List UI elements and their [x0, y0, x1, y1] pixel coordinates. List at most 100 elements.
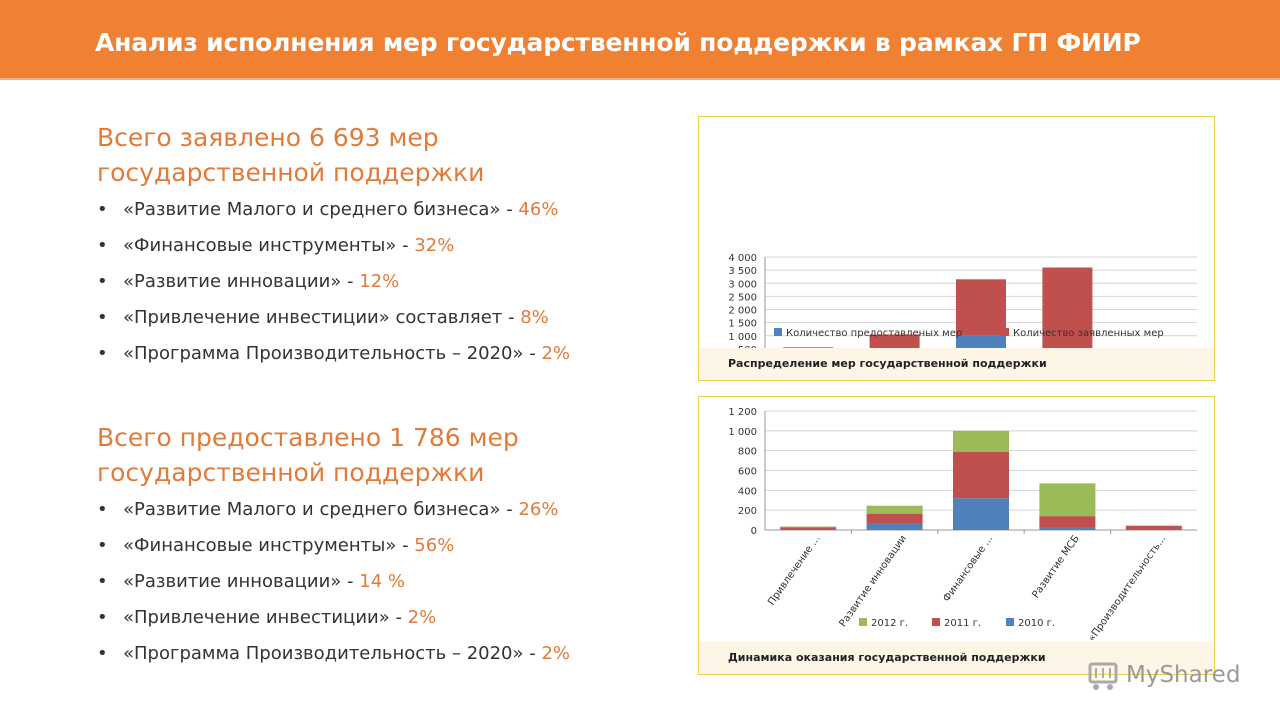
declared-heading: Всего заявлено 6 693 мер государственной…	[97, 120, 637, 190]
x-tick-label: Развитие МСБ	[1030, 533, 1082, 600]
legend-label: 2010 г.	[1018, 618, 1055, 629]
bar-segment	[869, 334, 920, 348]
provided-heading-line2: государственной поддержки	[97, 458, 485, 487]
item-percent: 8%	[520, 307, 549, 328]
declared-section: Всего заявлено 6 693 мер государственной…	[97, 120, 637, 378]
bar-segment	[1039, 527, 1096, 530]
bar-segment	[780, 527, 837, 530]
bar-segment	[866, 523, 923, 530]
item-text: «Привлечение инвестиции» составляет -	[123, 307, 521, 328]
x-tick-label: Развитие инновации	[838, 533, 910, 629]
list-item: • «Программа Производительность – 2020» -…	[97, 342, 637, 378]
item-percent: 2%	[407, 607, 437, 628]
bullet-icon: •	[97, 199, 108, 220]
y-tick-label: 500	[738, 345, 757, 348]
item-percent: 32%	[414, 235, 455, 256]
caption-text: Динамика оказания государственной поддер…	[728, 651, 1046, 664]
item-text: «Развитие Малого и среднего бизнеса» -	[123, 499, 519, 520]
distribution-chart-caption: Распределение мер государственной поддер…	[699, 348, 1214, 380]
item-text: «Развитие инновации» -	[123, 571, 360, 592]
legend-label: 2012 г.	[871, 618, 908, 629]
y-tick-label: 2 500	[728, 292, 757, 303]
bar-segment	[1042, 267, 1093, 348]
bullet-icon: •	[97, 607, 108, 628]
y-tick-label: 400	[738, 486, 757, 497]
cart-icon	[1088, 662, 1118, 690]
bullet-icon: •	[97, 271, 108, 292]
legend-swatch	[1001, 328, 1009, 336]
dynamics-chart: 0 200 400 600 800 1 000 1 200 Привлечение ... Ра…	[728, 407, 1197, 642]
legend-swatch	[859, 618, 867, 626]
list-item: • «Привлечение инвестиции» составляет - 8…	[97, 306, 637, 342]
dynamics-chart-caption: Динамика оказания государственной поддер…	[699, 642, 1214, 674]
legend-label: 2011 г.	[944, 618, 981, 629]
y-tick-label: 600	[738, 467, 757, 478]
item-percent: 56%	[414, 535, 455, 556]
legend-label: Количество предоставленых мер	[786, 328, 962, 339]
bullet-icon: •	[97, 307, 108, 328]
item-text: «Финансовые инструменты» -	[123, 535, 415, 556]
bar-segment	[1039, 516, 1096, 528]
bullet-icon: •	[97, 499, 108, 520]
list-item: • «Финансовые инструменты» - 32%	[97, 234, 637, 270]
bar-segment	[956, 335, 1006, 348]
list-item: • «Программа Производительность – 2020» -…	[97, 642, 637, 678]
bar-segment	[780, 526, 837, 528]
declared-heading-line1: Всего заявлено 6 693 мер	[97, 123, 439, 152]
item-percent: 14 %	[359, 571, 405, 592]
item-percent: 2%	[541, 343, 571, 364]
item-text: «Развитие инновации» -	[123, 271, 360, 292]
bar-segment	[783, 347, 834, 348]
item-percent: 26%	[518, 499, 559, 520]
bullet-icon: •	[97, 535, 108, 556]
bullet-icon: •	[97, 343, 108, 364]
header-divider	[0, 78, 1280, 80]
item-text: «Финансовые инструменты» -	[123, 235, 415, 256]
provided-section: Всего предоставлено 1 786 мер государств…	[97, 420, 637, 678]
item-text: «Программа Производительность – 2020» -	[123, 643, 542, 664]
logo-text: MyShared	[1126, 662, 1241, 688]
bar-segment	[953, 451, 1009, 499]
item-text: «Программа Производительность – 2020» -	[123, 343, 542, 364]
item-percent: 2%	[541, 643, 571, 664]
bullet-icon: •	[97, 643, 108, 664]
item-percent: 46%	[518, 199, 559, 220]
y-tick-label: 3 500	[728, 266, 757, 277]
list-item: • «Привлечение инвестиции» - 2%	[97, 606, 637, 642]
y-tick-label: 1 000	[728, 332, 757, 343]
item-text: «Привлечение инвестиции» -	[123, 607, 408, 628]
x-tick-label: Финансовые ...	[941, 533, 995, 604]
list-item: • «Развитие Малого и среднего бизнеса» - …	[97, 198, 637, 234]
myshared-logo: MyShared	[1086, 656, 1256, 696]
item-percent: 12%	[359, 271, 400, 292]
y-tick-label: 3 000	[728, 279, 757, 290]
legend-label: Количество заявленных мер	[1013, 328, 1164, 339]
y-tick-label: 800	[738, 447, 757, 458]
y-tick-label: 1 500	[728, 319, 757, 330]
legend-swatch	[774, 328, 782, 336]
declared-list: • «Развитие Малого и среднего бизнеса» - …	[97, 198, 637, 378]
bar-segment	[866, 513, 923, 524]
y-tick-label: 200	[738, 506, 757, 517]
provided-heading-line1: Всего предоставлено 1 786 мер	[97, 423, 519, 452]
slide-title: Анализ исполнения мер государственной по…	[95, 28, 1141, 57]
provided-heading: Всего предоставлено 1 786 мер государств…	[97, 420, 637, 490]
item-text: «Развитие Малого и среднего бизнеса» -	[123, 199, 519, 220]
bar-segment	[956, 279, 1006, 336]
y-tick-label: 0	[751, 526, 757, 537]
bullet-icon: •	[97, 571, 108, 592]
list-item: • «Развитие Малого и среднего бизнеса» - …	[97, 498, 637, 534]
bar-segment	[1125, 526, 1182, 530]
legend-swatch	[1006, 618, 1014, 626]
dynamics-chart-box: 0 200 400 600 800 1 000 1 200 Привлечение ... Ра…	[698, 396, 1215, 675]
bar-segment	[953, 430, 1009, 452]
slide-header: Анализ исполнения мер государственной по…	[0, 0, 1280, 78]
declared-heading-line2: государственной поддержки	[97, 158, 485, 187]
provided-list: • «Развитие Малого и среднего бизнеса» - …	[97, 498, 637, 678]
y-tick-label: 4 000	[728, 253, 757, 264]
bullet-icon: •	[97, 235, 108, 256]
x-tick-label: Привлечение ...	[766, 533, 822, 607]
bar-segment	[953, 498, 1009, 530]
list-item: • «Развитие инновации» - 14 %	[97, 570, 637, 606]
